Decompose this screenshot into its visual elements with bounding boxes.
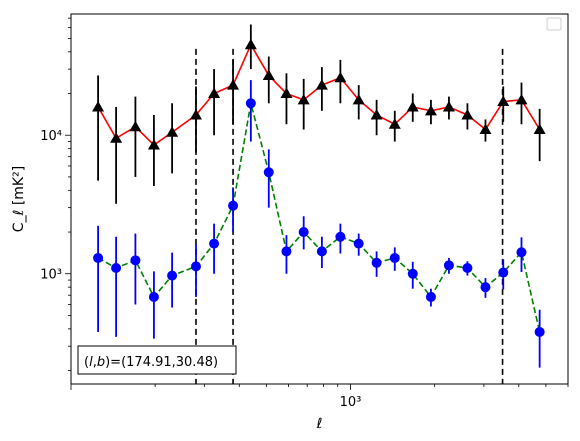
series-1-point-15 (371, 257, 382, 268)
series-0-point-18 (424, 104, 437, 116)
series-1-point-2 (130, 255, 141, 266)
series-1-point-24 (534, 326, 545, 337)
series-0-point-14 (352, 93, 365, 105)
series-0-point-3 (147, 138, 160, 150)
series-0-point-0 (92, 100, 105, 112)
x-tick-label-0: 10³ (340, 395, 362, 410)
series-0-point-11 (297, 93, 310, 105)
series-0-point-16 (388, 118, 401, 129)
series-0-point-2 (129, 120, 142, 132)
annotation-b: b (97, 355, 105, 370)
series-1-point-8 (245, 98, 256, 109)
series-0-point-9 (262, 69, 275, 80)
annotation-rest: )=(174.91,30.48) (105, 355, 218, 370)
series-1-point-17 (407, 268, 418, 279)
series-0-point-21 (479, 123, 492, 134)
x-axis-label: ℓ (316, 416, 323, 432)
series-1-point-20 (462, 263, 473, 274)
series-0-point-1 (110, 132, 123, 143)
annotation-l: l (89, 355, 93, 370)
plot-frame (70, 13, 569, 385)
series-0-line (97, 42, 541, 147)
annotation-frame (77, 345, 237, 375)
series-0-point-5 (189, 108, 202, 120)
series-0-point-13 (334, 71, 347, 83)
axis-ticks: 10³ 10³ 10⁴ (40, 17, 569, 410)
series-1-point-19 (443, 260, 454, 271)
series-0-point-22 (497, 95, 510, 107)
series-1-point-22 (498, 267, 509, 278)
series-1-point-13 (335, 231, 346, 242)
y-tick-label-0: 10³ (40, 268, 62, 283)
series-1-point-11 (298, 227, 309, 238)
series-0-point-4 (166, 126, 179, 137)
plot-marks (92, 24, 546, 384)
series-0-point-10 (280, 87, 293, 99)
series-0-point-8 (244, 38, 257, 50)
series-0-point-23 (515, 93, 528, 105)
series-0-point-17 (406, 100, 419, 112)
legend-box (546, 17, 562, 31)
series-1-point-10 (281, 246, 292, 257)
series-1-point-4 (167, 270, 178, 281)
series-0-point-20 (461, 108, 474, 120)
series-0-point-24 (533, 123, 546, 134)
series-1-point-9 (263, 167, 274, 178)
y-axis-label: C_ℓ [mK²] (11, 166, 27, 232)
series-0-point-12 (315, 79, 328, 90)
series-1-point-12 (316, 246, 327, 257)
series-0-point-19 (442, 100, 455, 112)
y-tick-label-1: 10⁴ (40, 129, 62, 144)
series-1-point-23 (516, 247, 527, 258)
series-1-point-14 (353, 238, 364, 249)
series-1-point-16 (389, 252, 400, 263)
series-1-point-3 (148, 291, 159, 302)
series-0-point-15 (370, 108, 383, 120)
series-1-point-21 (480, 282, 491, 293)
annotation-label: (l,b)=(174.91,30.48) (84, 355, 218, 370)
series-1-point-0 (93, 252, 104, 263)
series-0-point-6 (208, 87, 221, 99)
series-1-point-7 (228, 200, 239, 211)
series-1-point-6 (209, 238, 220, 249)
annotation-box: (l,b)=(174.91,30.48) (77, 345, 237, 375)
annotation-open: ( (84, 355, 89, 370)
annotation-comma: , (93, 355, 97, 370)
series-0-point-7 (227, 79, 240, 90)
series-1-point-5 (190, 261, 201, 272)
series-1-point-18 (425, 291, 436, 302)
series-1-point-1 (111, 263, 122, 274)
